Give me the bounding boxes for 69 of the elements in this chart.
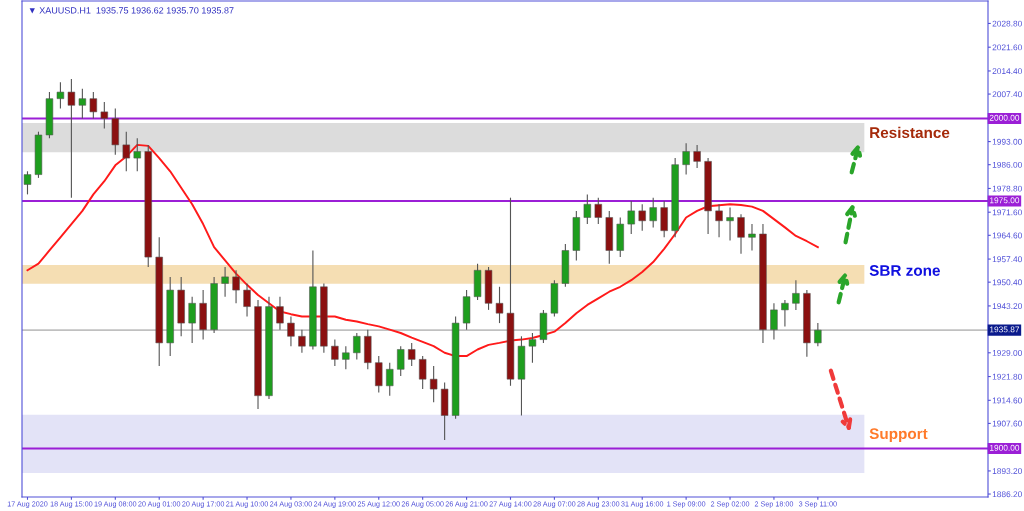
ref-line-label: 1975.00 <box>990 197 1020 204</box>
y-tick-label: 1907.60 <box>992 420 1022 427</box>
candlestick <box>693 144 701 169</box>
y-tick-label: 1950.40 <box>992 279 1022 286</box>
y-tick-label: 2014.40 <box>992 68 1022 75</box>
candlestick <box>495 286 504 324</box>
candlestick <box>528 332 537 364</box>
y-tick-label: 1893.20 <box>992 468 1022 475</box>
y-tick-label: 1929.00 <box>992 349 1022 356</box>
y-tick-label: 2021.60 <box>992 44 1022 51</box>
y-tick-label: 1986.00 <box>992 161 1022 168</box>
candlestick <box>660 200 668 238</box>
y-tick-label: 1921.80 <box>992 373 1022 380</box>
candlestick <box>133 137 141 172</box>
y-tick-label: 1957.40 <box>992 256 1022 263</box>
candlestick <box>408 342 416 367</box>
y-tick-label: 1886.20 <box>992 491 1022 498</box>
y-tick-label: 1914.60 <box>992 397 1022 404</box>
y-tick-label: 1978.80 <box>992 185 1022 192</box>
candlestick <box>386 362 394 397</box>
candlestick <box>243 282 251 318</box>
candlestick <box>23 170 32 195</box>
candlestick <box>649 197 657 228</box>
candlestick <box>287 315 295 347</box>
candlestick <box>737 213 745 255</box>
y-tick-label: 1971.60 <box>992 209 1022 216</box>
candlestick <box>122 131 130 172</box>
y-tick-label: 2007.40 <box>992 91 1022 98</box>
candlestick <box>375 355 383 393</box>
ref-line-label: 1935.87 <box>990 326 1020 333</box>
annotation: Support <box>869 428 928 443</box>
candlestick <box>748 223 756 252</box>
ref-line-label: 2000.00 <box>989 114 1020 121</box>
text: ▼ XAUUSD.H1 1935.75 1936.62 1935.70 1935.87 <box>29 7 234 14</box>
candlestick <box>353 332 361 360</box>
candlestick <box>221 266 229 298</box>
annotation: Resistance <box>870 126 950 139</box>
candlestick <box>429 365 438 403</box>
line-series <box>26 143 819 358</box>
candlestick <box>56 81 65 110</box>
candlestick <box>627 200 635 235</box>
y-tick-label: 1943.20 <box>992 303 1022 310</box>
candlestick <box>78 88 87 120</box>
y-tick-label: 2028.80 <box>992 20 1022 27</box>
candlestick <box>726 207 734 242</box>
y-tick-label: 1993.00 <box>992 138 1022 145</box>
candlestick <box>397 345 405 377</box>
candlestick <box>792 279 800 311</box>
candlestick <box>100 101 109 129</box>
candlestick <box>89 91 98 120</box>
candlestick <box>770 302 778 341</box>
candlestick <box>638 203 646 232</box>
candlestick <box>418 355 427 390</box>
y-tick-label: 1964.60 <box>992 232 1022 239</box>
candlestick <box>583 193 592 225</box>
candlestick <box>188 296 196 344</box>
candlestick <box>781 299 789 327</box>
candlestick <box>342 345 350 370</box>
ref-line-label: 1900.00 <box>990 444 1020 451</box>
candlestick <box>594 197 602 225</box>
candlestick <box>331 339 339 367</box>
candlestick <box>682 142 690 176</box>
annotation: SBR zone <box>869 265 940 276</box>
candlestick <box>814 322 822 347</box>
candlestick <box>298 329 306 354</box>
candlestick <box>67 78 76 199</box>
candlestick <box>232 269 240 304</box>
candlestick <box>276 296 284 331</box>
candlestick <box>715 203 723 238</box>
